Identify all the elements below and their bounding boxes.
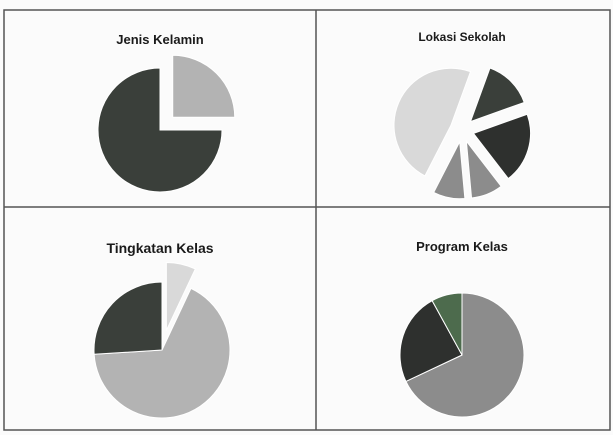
lokasi-sekolah-slice-2 — [472, 113, 531, 180]
program-kelas-slice-1 — [405, 292, 525, 418]
lokasi-sekolah-slice-5 — [393, 67, 472, 177]
tingkatan-kelas-slice-2 — [93, 287, 231, 419]
jenis-kelamin-slice-2 — [97, 67, 223, 193]
lokasi-sekolah-slice-1 — [469, 67, 525, 123]
chart-title-tingkatan-kelas: Tingkatan Kelas — [106, 240, 213, 256]
pie-tingkatan-kelas — [93, 261, 231, 419]
program-kelas-slice-3 — [431, 292, 463, 356]
pie-lokasi-sekolah — [393, 67, 531, 200]
jenis-kelamin-slice-1 — [172, 54, 236, 118]
tingkatan-kelas-slice-3 — [93, 281, 163, 355]
chart-title-jenis-kelamin: Jenis Kelamin — [116, 32, 203, 47]
lokasi-sekolah-slice-3 — [465, 139, 502, 199]
lokasi-sekolah-slice-4 — [432, 140, 466, 200]
chart-title-lokasi-sekolah: Lokasi Sekolah — [418, 30, 505, 44]
program-kelas-slice-2 — [399, 299, 463, 383]
pie-jenis-kelamin — [97, 54, 236, 193]
outer-border — [3, 9, 611, 431]
chart-title-program-kelas: Program Kelas — [416, 239, 508, 254]
tingkatan-kelas-slice-1 — [165, 261, 196, 331]
pie-program-kelas — [399, 292, 525, 418]
